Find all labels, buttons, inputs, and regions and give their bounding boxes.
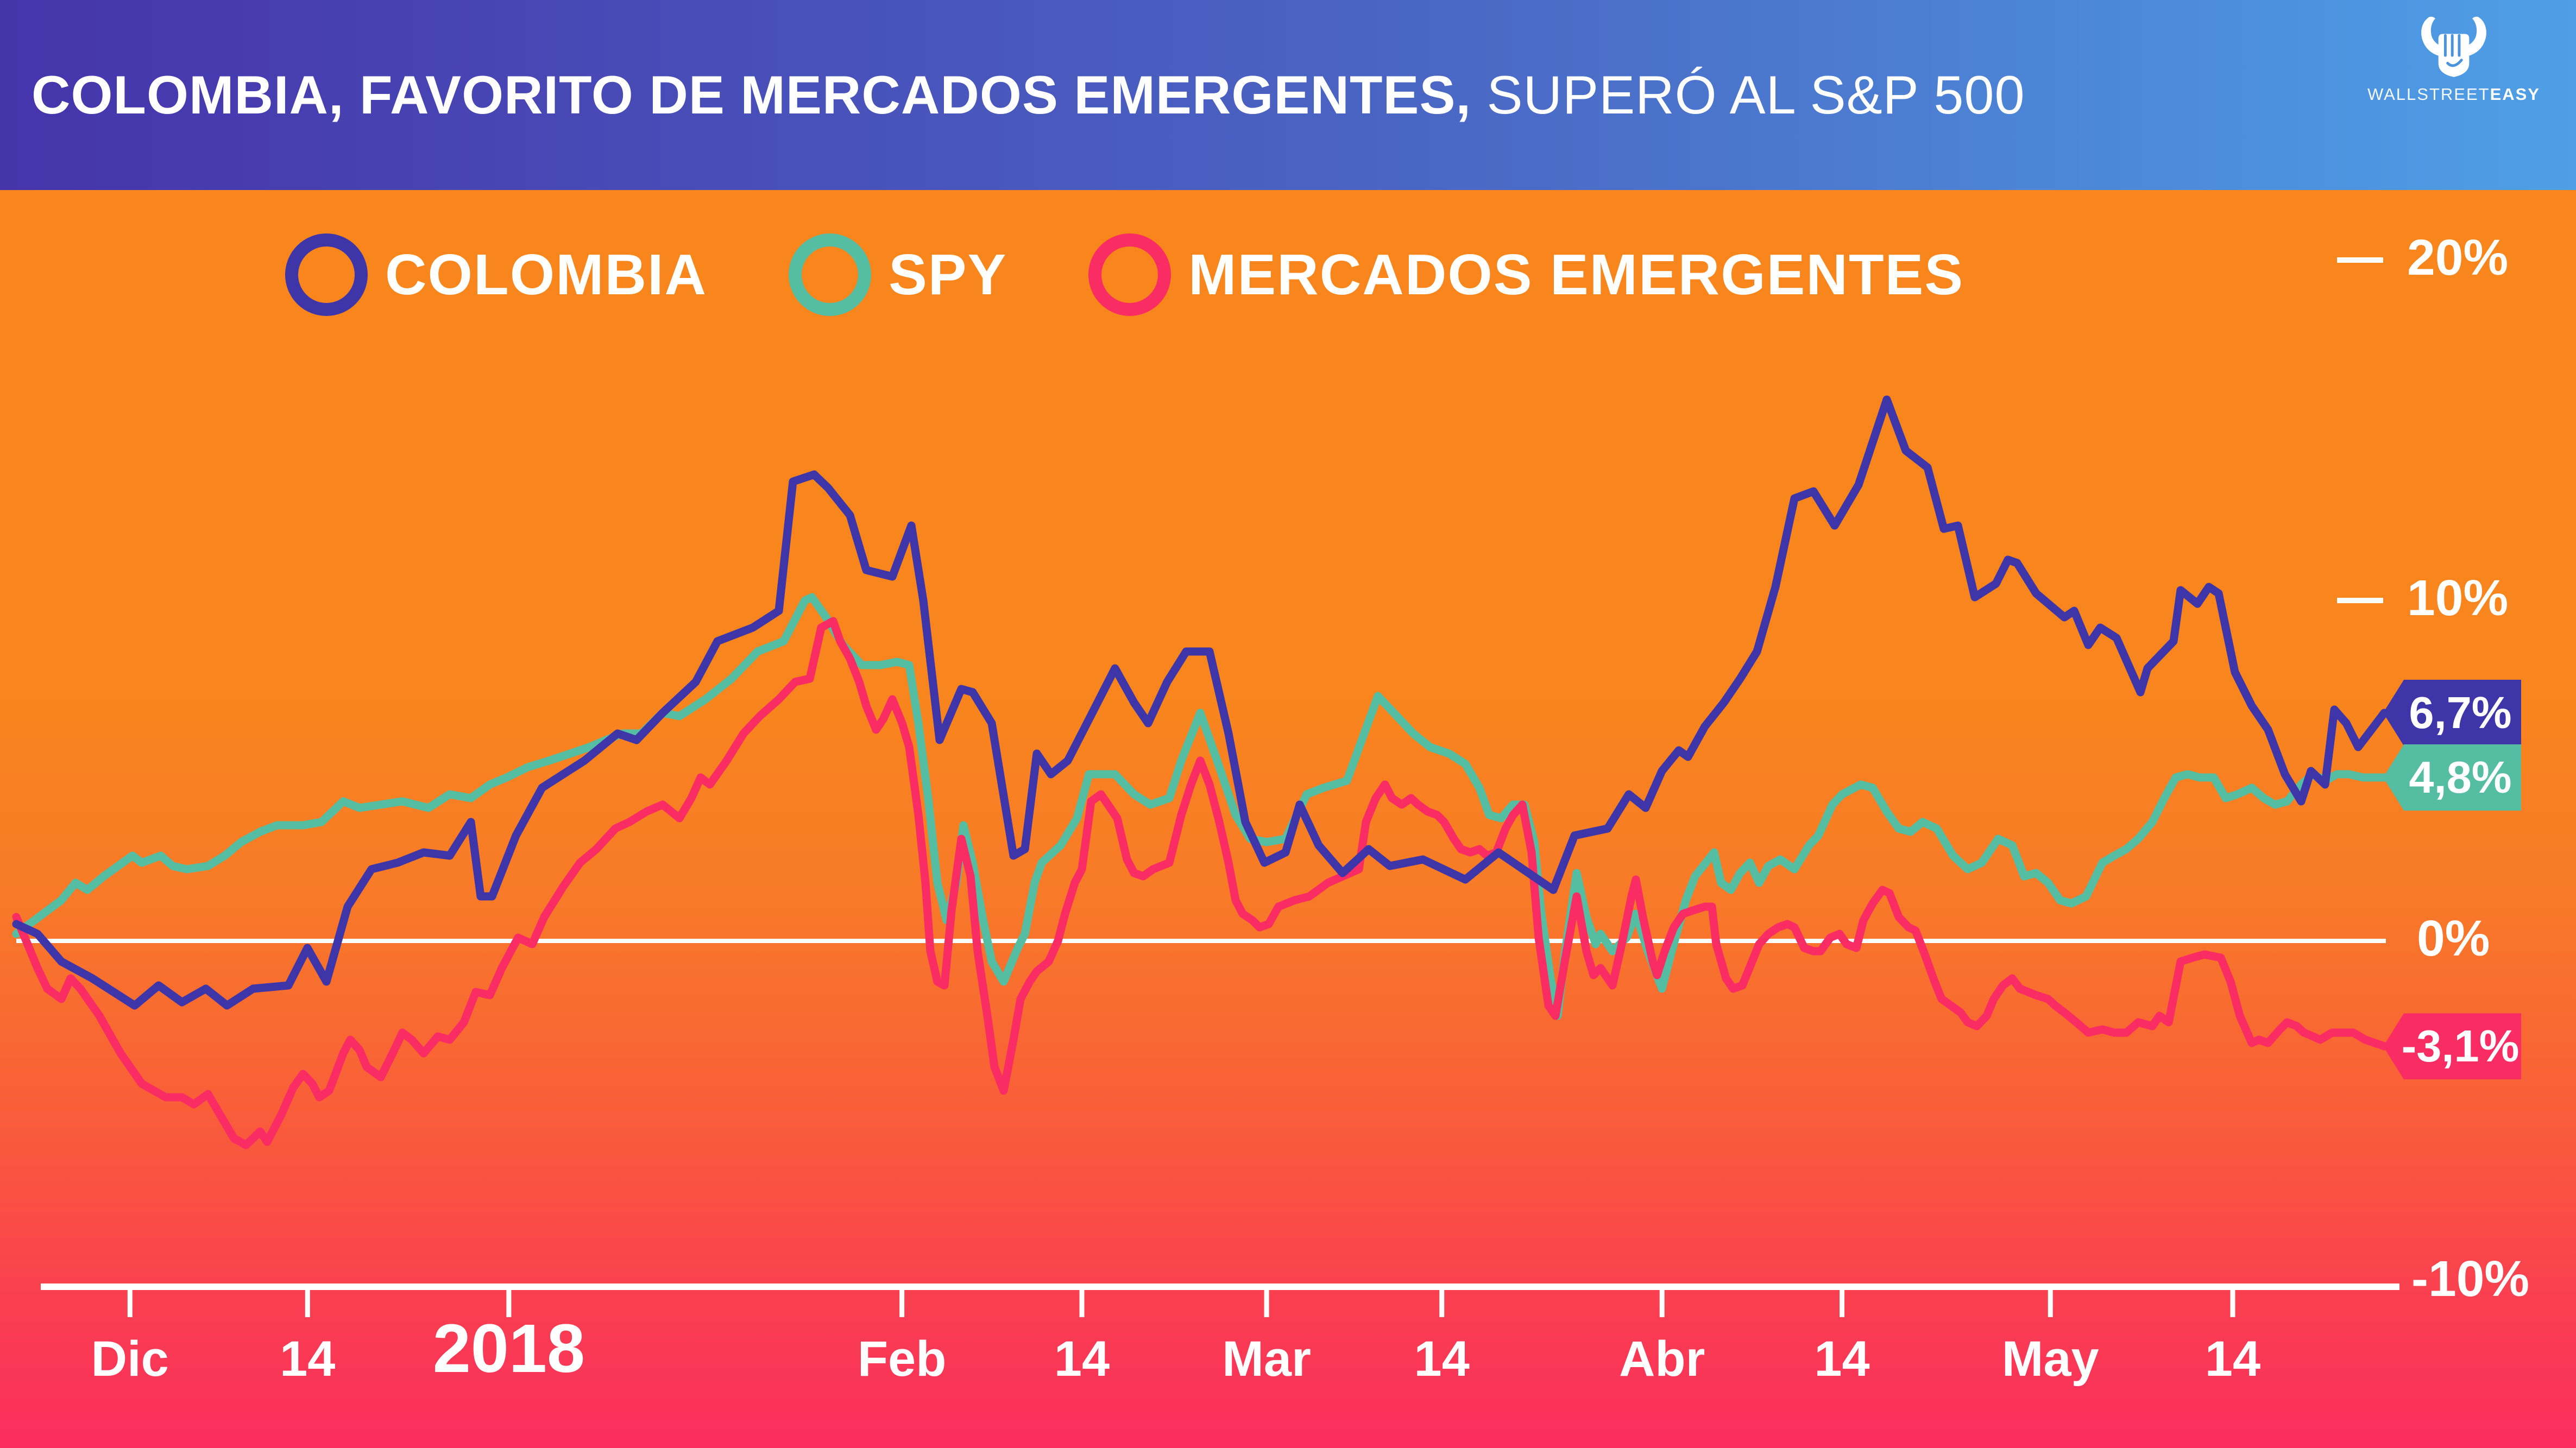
- value-tag-spy: 4,8%: [2383, 744, 2521, 811]
- title-bold-text: COLOMBIA, FAVORITO DE MERCADOS EMERGENTE…: [32, 65, 1471, 125]
- header-bar: COLOMBIA, FAVORITO DE MERCADOS EMERGENTE…: [0, 0, 2576, 190]
- x-axis-label-14: 14: [280, 1331, 336, 1387]
- title-regular-text: SUPERÓ AL S&P 500: [1471, 65, 2025, 125]
- chart-legend: COLOMBIA SPY MERCADOS EMERGENTES: [285, 233, 1964, 316]
- series-line-spy: [12, 593, 2389, 1020]
- series-line-mercados-emergentes: [12, 617, 2389, 1149]
- legend-label: SPY: [889, 242, 1007, 307]
- x-axis-label-dic: Dic: [91, 1331, 169, 1387]
- x-axis-label-mar: Mar: [1222, 1331, 1311, 1387]
- x-axis-label-14: 14: [1814, 1331, 1870, 1387]
- legend-item-mercados-emergentes: MERCADOS EMERGENTES: [1088, 233, 1964, 316]
- legend-ring-icon: [1088, 233, 1172, 316]
- y-axis-label-0: 0%: [2417, 910, 2490, 967]
- x-axis-label-feb: Feb: [857, 1331, 947, 1387]
- legend-item-colombia: COLOMBIA: [285, 233, 707, 316]
- x-axis-label-14: 14: [1414, 1331, 1470, 1387]
- x-axis-label-2018: 2018: [432, 1310, 585, 1387]
- bull-icon: [2421, 16, 2486, 77]
- x-axis-label-14: 14: [1054, 1331, 1110, 1387]
- value-tag-mercados-emergentes: -3,1%: [2383, 1013, 2521, 1080]
- brand-wordmark: WALLSTREETEASY: [2364, 85, 2543, 104]
- x-axis-label-14: 14: [2205, 1331, 2261, 1387]
- y-axis-label--10: -10%: [2411, 1250, 2530, 1307]
- x-axis-label-may: May: [2001, 1331, 2099, 1387]
- y-axis-label-10: 10%: [2407, 570, 2509, 627]
- x-axis-label-abr: Abr: [1618, 1331, 1705, 1387]
- legend-label: COLOMBIA: [385, 242, 708, 307]
- legend-label: MERCADOS EMERGENTES: [1188, 242, 1964, 307]
- series-line-colombia: [12, 395, 2389, 1010]
- page-title: COLOMBIA, FAVORITO DE MERCADOS EMERGENTE…: [32, 64, 2025, 126]
- legend-ring-icon: [789, 233, 872, 316]
- legend-item-spy: SPY: [789, 233, 1007, 316]
- brand-logo: WALLSTREETEASY: [2364, 15, 2543, 178]
- value-tag-colombia: 6,7%: [2383, 679, 2521, 746]
- y-axis-label-20: 20%: [2407, 229, 2509, 286]
- brand-word-light: WALLSTREET: [2367, 85, 2490, 104]
- legend-ring-icon: [285, 233, 368, 316]
- brand-word-bold: EASY: [2490, 85, 2540, 104]
